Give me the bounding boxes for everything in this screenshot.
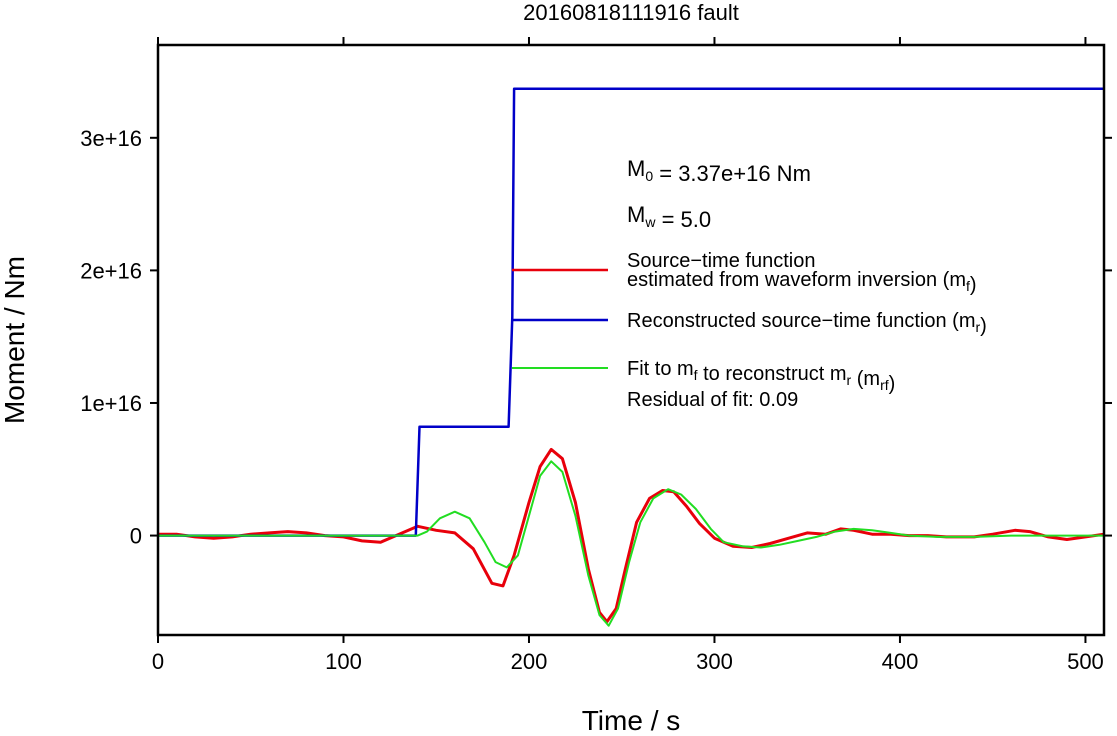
chart-title: 20160818111916 fault	[523, 0, 739, 25]
x-tick-label: 300	[696, 649, 733, 674]
legend-label: Reconstructed source−time function (mr)	[627, 310, 987, 337]
x-tick-label: 200	[511, 649, 548, 674]
x-tick-label: 500	[1067, 649, 1104, 674]
legend-label: Fit to mf to reconstruct mr (mrf)	[627, 358, 895, 395]
plot-frame	[156, 43, 1106, 637]
y-tick-label: 1e+16	[80, 391, 142, 416]
y-tick-label: 0	[130, 524, 142, 549]
magnitude-annotation: Mw = 5.0	[627, 202, 711, 232]
ticks-layer: 0 100 200 300 400 500 0 1e+16 2e+16 3e+16	[80, 37, 1112, 674]
residual-annotation: Residual of fit: 0.09	[627, 389, 798, 411]
y-axis-title: Moment / Nm	[0, 256, 30, 424]
legend-label: Source−time function	[627, 250, 815, 272]
x-tick-label: 0	[152, 649, 164, 674]
series-layer	[158, 87, 1104, 627]
moment-annotation: M0 = 3.37e+16 Nm	[627, 156, 811, 186]
x-tick-label: 100	[325, 649, 362, 674]
y-tick-label: 2e+16	[80, 258, 142, 283]
x-axis-title: Time / s	[582, 705, 681, 736]
annotation-layer: M0 = 3.37e+16 Nm Mw = 5.0 Residual of fit:…	[627, 156, 811, 411]
x-tick-label: 400	[882, 649, 919, 674]
y-tick-label: 3e+16	[80, 126, 142, 151]
series-line-2	[158, 460, 1104, 627]
legend-label: estimated from waveform inversion (mf)	[627, 269, 977, 296]
